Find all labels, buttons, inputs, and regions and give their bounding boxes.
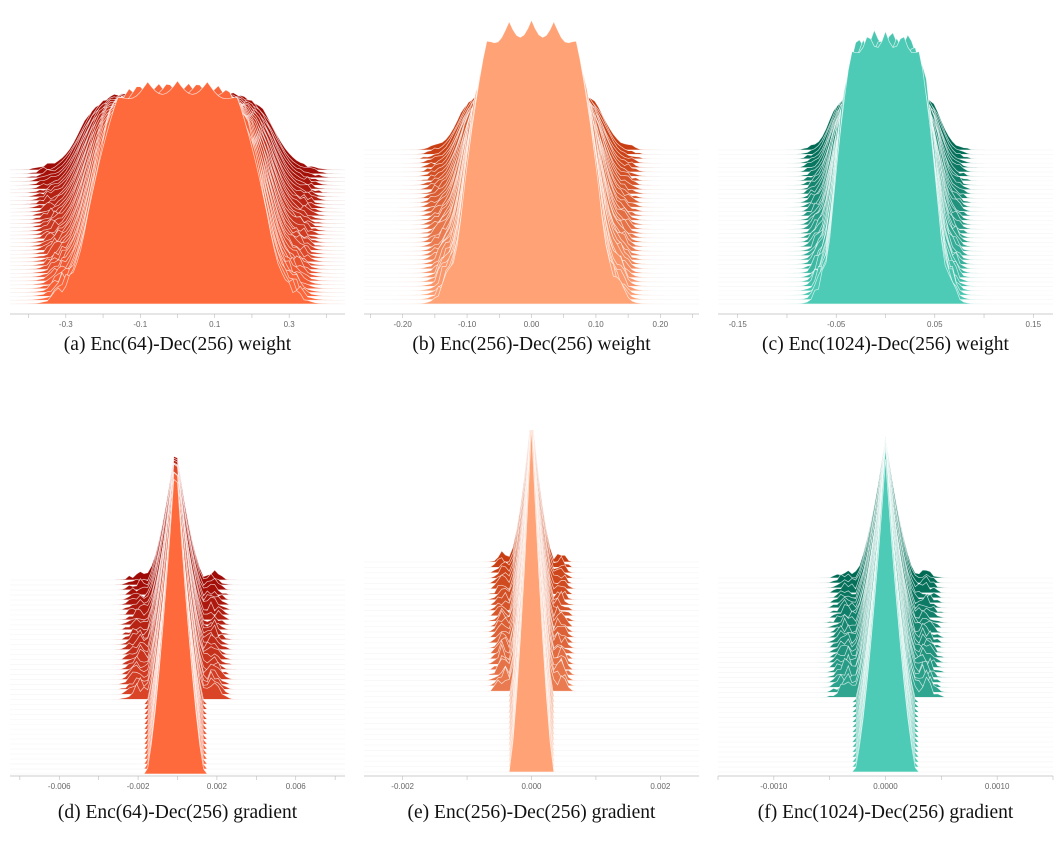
x-tick-label: -0.0010 (760, 782, 788, 790)
ridge-0 (364, 430, 699, 773)
x-tick-label: 0.000 (521, 782, 542, 790)
x-tick-label: -0.05 (827, 320, 846, 329)
x-tick-label: 0.20 (653, 320, 669, 329)
ridges (364, 19, 699, 305)
x-tick-label: -0.3 (59, 320, 73, 329)
x-tick-label: 0.00 (524, 320, 540, 329)
ridges (9, 80, 346, 305)
chart-panel-f: -0.0010 0.0000 0.0010 (714, 430, 1057, 790)
ridge-0 (10, 478, 345, 775)
x-tick-label: 0.0000 (873, 782, 898, 790)
chart-panel-a: -0.3 -0.1 0.1 0.3 (6, 0, 349, 330)
x-tick-label: -0.20 (394, 320, 413, 329)
x-tick-label: -0.002 (127, 782, 150, 790)
chart-panel-e: -0.002 0.000 0.002 (360, 430, 703, 790)
ridgeline-chart-d: -0.006 -0.002 0.002 0.006 (10, 455, 345, 790)
ridge-0 (718, 30, 1053, 305)
x-tick-label: 0.002 (650, 782, 671, 790)
caption-b: (b) Enc(256)-Dec(256) weight (412, 334, 651, 355)
caption-e: (e) Enc(256)-Dec(256) gradient (407, 802, 656, 823)
chart-panel-b: -0.20 -0.10 0.00 0.10 0.20 (360, 0, 703, 330)
chart-panel-d: -0.006 -0.002 0.002 0.006 (6, 430, 349, 790)
ridgeline-chart-c: -0.15 -0.05 0.05 0.15 (718, 29, 1053, 329)
ridges (718, 436, 1053, 773)
x-tick-label: 0.3 (284, 320, 296, 329)
caption-d: (d) Enc(64)-Dec(256) gradient (57, 802, 298, 823)
x-tick-label: 0.0010 (985, 782, 1010, 790)
ridge-0 (9, 80, 346, 305)
x-tick-label: 0.1 (209, 320, 221, 329)
ridges (718, 29, 1053, 305)
x-tick-label: 0.10 (588, 320, 604, 329)
caption-a: (a) Enc(64)-Dec(256) weight (63, 334, 292, 355)
x-tick-label: 0.002 (207, 782, 228, 790)
x-tick-label: -0.15 (729, 320, 748, 329)
ridges (10, 455, 345, 775)
x-tick-label: -0.002 (391, 782, 414, 790)
x-tick-label: -0.006 (48, 782, 71, 790)
ridge-0 (364, 19, 699, 305)
chart-panel-c: -0.15 -0.05 0.05 0.15 (714, 0, 1057, 330)
ridgeline-chart-a: -0.3 -0.1 0.1 0.3 (9, 80, 346, 329)
x-tick-label: 0.15 (1026, 320, 1042, 329)
x-tick-label: 0.006 (286, 782, 307, 790)
x-tick-label: -0.1 (133, 320, 147, 329)
ridgeline-chart-b: -0.20 -0.10 0.00 0.10 0.20 (364, 19, 699, 329)
x-tick-label: 0.05 (927, 320, 943, 329)
ridgeline-chart-e: -0.002 0.000 0.002 (364, 430, 699, 790)
ridge-0 (718, 459, 1053, 773)
x-tick-label: -0.10 (458, 320, 477, 329)
caption-f: (f) Enc(1024)-Dec(256) gradient (757, 802, 1014, 823)
ridges (364, 430, 699, 773)
caption-c: (c) Enc(1024)-Dec(256) weight (762, 334, 1009, 355)
ridgeline-chart-f: -0.0010 0.0000 0.0010 (717, 436, 1054, 790)
